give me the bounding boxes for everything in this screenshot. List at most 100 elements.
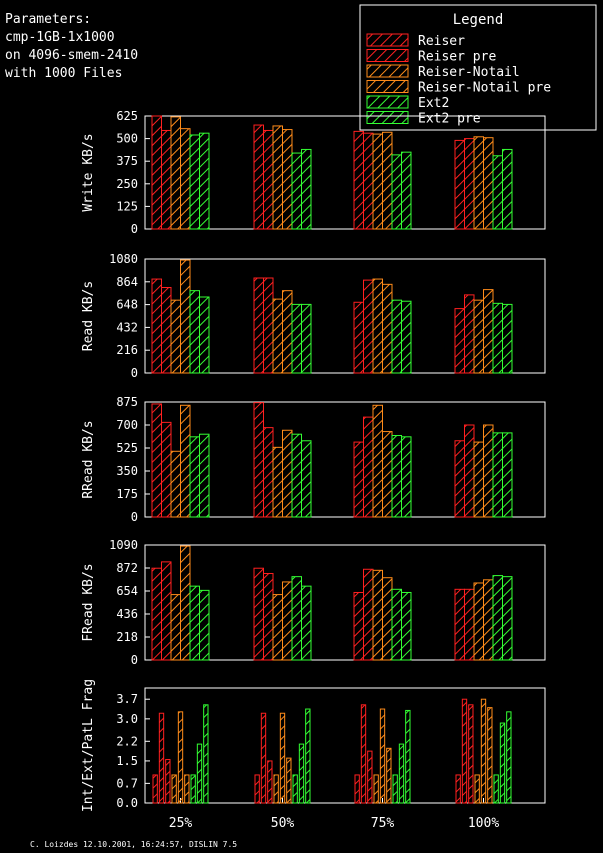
bar <box>170 299 181 374</box>
bar <box>401 300 412 374</box>
bar <box>382 431 393 518</box>
y-tick-label: 125 <box>116 199 138 213</box>
legend-swatch <box>366 95 409 109</box>
bar <box>464 588 475 661</box>
legend-swatch <box>366 33 409 47</box>
bar <box>483 289 494 374</box>
frag-bar <box>379 708 386 804</box>
x-category-label: 50% <box>271 816 295 831</box>
bar <box>363 279 374 374</box>
bar <box>199 589 210 661</box>
bar <box>282 429 293 518</box>
bar <box>180 259 191 374</box>
y-tick-label: 500 <box>116 132 138 146</box>
frag-bar <box>196 743 203 804</box>
frag-bar <box>373 774 379 804</box>
bar <box>391 299 402 374</box>
y-tick-label: 436 <box>116 607 138 621</box>
bar <box>353 301 364 374</box>
frag-bar <box>367 750 373 804</box>
y-tick-label: 1090 <box>109 538 138 552</box>
legend-label: Reiser-Notail pre <box>418 81 551 96</box>
frag-bar <box>354 774 360 804</box>
bar <box>199 132 210 230</box>
frag-bar <box>386 747 392 804</box>
frag-bar <box>158 712 165 804</box>
frag-bar <box>171 774 177 804</box>
plot-frame <box>144 115 546 230</box>
bar <box>253 567 264 661</box>
bar <box>272 298 283 374</box>
chart-panel: 0 175 350 525 700 875 RRead KB/s <box>81 395 546 524</box>
bar <box>363 416 374 518</box>
y-tick-label: 875 <box>116 395 138 409</box>
y-tick-label: 654 <box>116 584 138 598</box>
bar <box>454 308 465 374</box>
legend-box <box>359 4 597 131</box>
bar <box>492 575 503 661</box>
bar <box>151 567 162 661</box>
bar <box>353 591 364 661</box>
bar <box>502 303 513 374</box>
y-tick-label: 216 <box>116 343 138 357</box>
bar <box>272 446 283 518</box>
bar <box>401 151 412 230</box>
bar <box>199 296 210 374</box>
y-tick-label: 648 <box>116 298 138 312</box>
frag-bar <box>499 722 506 804</box>
chart-panel: 0 216 432 648 864 1080 Read KB/s <box>81 252 546 380</box>
bar <box>199 433 210 518</box>
bar <box>189 436 200 518</box>
bar <box>301 303 312 374</box>
bar <box>291 576 302 661</box>
y-axis-label: RRead KB/s <box>81 420 96 498</box>
bar <box>151 403 162 518</box>
bar <box>492 155 503 230</box>
x-category-label: 75% <box>371 816 395 831</box>
bar <box>363 132 374 230</box>
bar <box>189 134 200 230</box>
bar <box>372 278 383 374</box>
bar <box>161 421 172 518</box>
frag-bar <box>461 698 468 804</box>
frag-bar <box>267 760 273 804</box>
y-tick-label: 350 <box>116 464 138 478</box>
y-tick-label: 872 <box>116 561 138 575</box>
y-tick-label: 432 <box>116 320 138 334</box>
plot-frame <box>144 687 546 804</box>
bar <box>473 299 484 374</box>
legend-swatch <box>366 49 409 62</box>
plot-frame <box>144 258 546 374</box>
y-tick-label: 3.7 <box>116 692 138 706</box>
bar <box>151 115 162 230</box>
bar <box>291 152 302 230</box>
bar <box>272 594 283 661</box>
params-line: with 1000 Files <box>5 66 122 81</box>
bar <box>372 404 383 518</box>
bar <box>272 125 283 230</box>
plot-frame <box>144 544 546 661</box>
legend-swatch <box>366 64 409 78</box>
bar <box>263 427 274 518</box>
y-axis-label: FRead KB/s <box>81 563 96 641</box>
params-line: on 4096-smem-2410 <box>5 48 138 63</box>
bar <box>363 568 374 661</box>
bar <box>263 129 274 230</box>
bar <box>483 579 494 661</box>
y-tick-label: 250 <box>116 177 138 191</box>
y-tick-label: 700 <box>116 418 138 432</box>
bar <box>263 277 274 374</box>
frag-bar <box>190 774 196 804</box>
chart-panel: 0 218 436 654 872 1090 FRead KB/s <box>81 538 546 667</box>
bar <box>189 585 200 661</box>
y-tick-label: 175 <box>116 487 138 501</box>
y-tick-label: 218 <box>116 630 138 644</box>
legend-label: Ext2 pre <box>418 112 481 127</box>
bar <box>454 440 465 518</box>
y-tick-label: 0.0 <box>116 796 138 810</box>
bar <box>291 433 302 518</box>
bar <box>282 129 293 230</box>
bar <box>483 424 494 518</box>
y-tick-label: 375 <box>116 154 138 168</box>
